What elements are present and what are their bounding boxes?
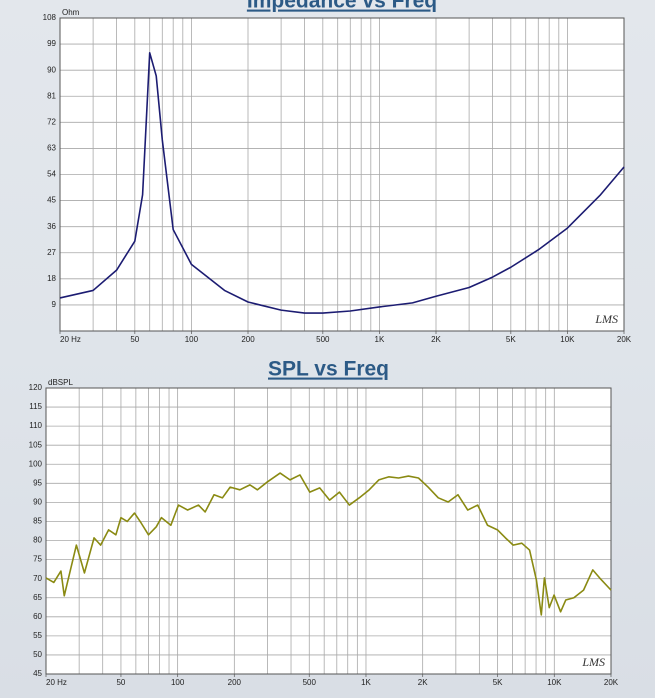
- y-tick-label: 55: [33, 631, 42, 640]
- y-tick-label: 81: [47, 91, 56, 100]
- y-tick-label: 105: [29, 440, 43, 449]
- x-tick-label: 20 Hz: [60, 335, 81, 344]
- watermark: LMS: [594, 312, 618, 326]
- y-tick-label: 18: [47, 274, 56, 283]
- y-tick-label: 90: [33, 498, 42, 507]
- x-tick-label: 200: [228, 678, 242, 687]
- chart-title: Impedance vs Freq: [247, 0, 437, 13]
- x-tick-label: 200: [241, 335, 255, 344]
- x-tick-label: 500: [316, 335, 330, 344]
- x-tick-label: 100: [185, 335, 199, 344]
- data-line: [59, 51, 625, 314]
- x-tick-label: 20K: [604, 678, 619, 687]
- y-tick-label: 110: [29, 421, 42, 430]
- plot-frame: [45, 387, 612, 675]
- y-tick-label: 80: [33, 536, 42, 545]
- y-tick-label: 75: [33, 555, 42, 564]
- y-tick-label: 45: [33, 669, 42, 678]
- x-tick-label: 2K: [431, 335, 441, 344]
- x-tick-label: 1K: [375, 335, 385, 344]
- y-tick-label: 60: [33, 612, 42, 621]
- y-tick-label: 9: [52, 300, 57, 309]
- y-tick-label: 85: [33, 517, 42, 526]
- y-tick-label: 95: [33, 478, 42, 487]
- y-tick-label: 45: [47, 196, 56, 205]
- y-tick-label: 50: [33, 650, 42, 659]
- y-tick-label: 99: [47, 39, 56, 48]
- x-tick-label: 20 Hz: [46, 678, 67, 687]
- y-tick-label: 72: [47, 117, 56, 126]
- x-tick-label: 20K: [617, 335, 632, 344]
- x-tick-label: 100: [171, 678, 185, 687]
- y-tick-label: 54: [47, 170, 56, 179]
- y-tick-label: 108: [43, 13, 57, 22]
- y-tick-label: 65: [33, 593, 42, 602]
- x-tick-label: 5K: [506, 335, 516, 344]
- x-tick-label: 5K: [493, 678, 503, 687]
- y-axis-label: Ohm: [62, 8, 80, 17]
- y-tick-label: 90: [47, 65, 56, 74]
- y-tick-label: 70: [33, 574, 42, 583]
- y-tick-label: 27: [47, 248, 56, 257]
- x-tick-label: 500: [303, 678, 317, 687]
- watermark: LMS: [581, 655, 605, 669]
- x-tick-label: 50: [116, 678, 125, 687]
- plot-frame: [59, 17, 625, 332]
- x-tick-label: 1K: [361, 678, 371, 687]
- x-tick-label: 2K: [418, 678, 428, 687]
- y-tick-label: 115: [29, 402, 42, 411]
- plot-area: [46, 388, 611, 674]
- data-line: [45, 472, 612, 616]
- y-tick-label: 100: [29, 459, 43, 468]
- y-tick-label: 63: [47, 144, 56, 153]
- y-axis-label: dBSPL: [48, 378, 73, 387]
- x-tick-label: 10K: [547, 678, 562, 687]
- y-tick-label: 120: [29, 383, 43, 392]
- x-tick-label: 50: [130, 335, 139, 344]
- y-tick-label: 36: [47, 222, 56, 231]
- chart-title: SPL vs Freq: [268, 358, 389, 381]
- x-tick-label: 10K: [560, 335, 575, 344]
